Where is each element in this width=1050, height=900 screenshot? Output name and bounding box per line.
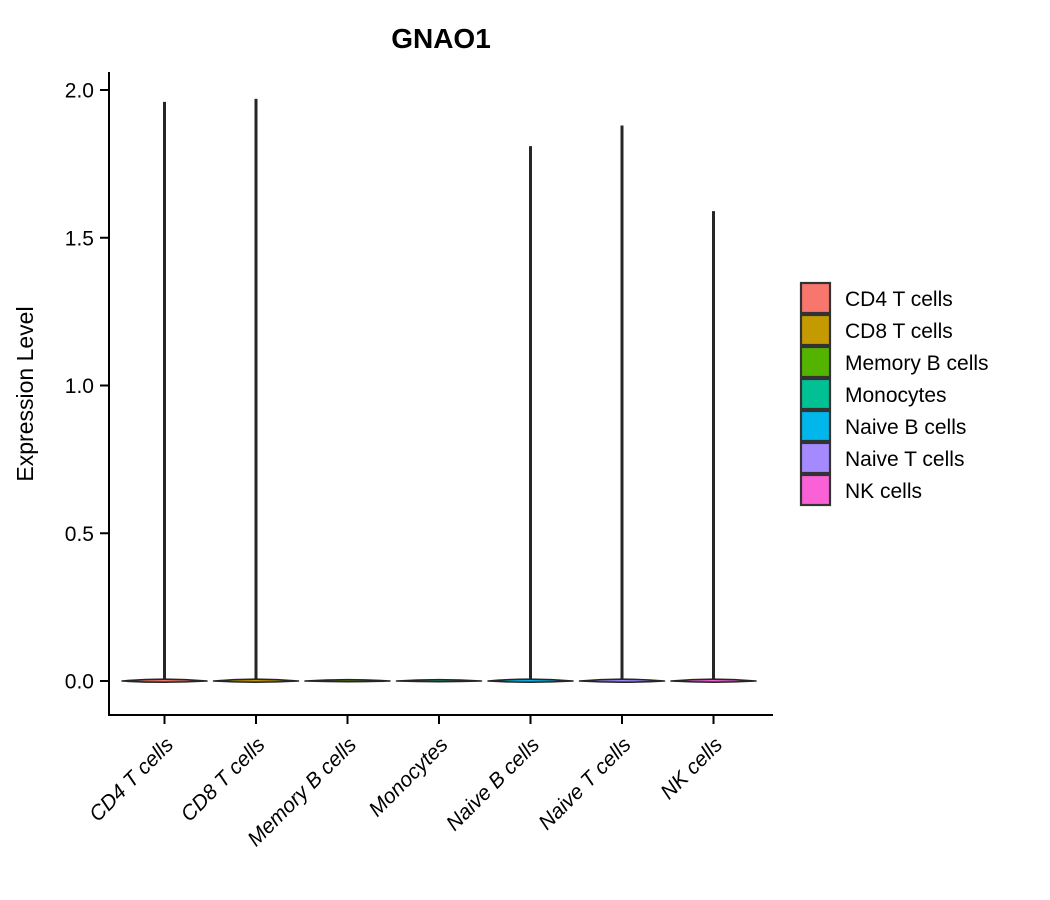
legend: CD4 T cells CD8 T cells Memory B cells Mono… <box>799 281 989 507</box>
violin-body <box>304 678 391 683</box>
plot-title: GNAO1 <box>391 23 491 54</box>
violin-body <box>395 678 483 683</box>
y-tick-label: 0.0 <box>65 671 94 694</box>
x-tick-label: NK cells <box>656 733 727 804</box>
legend-key: NK cells <box>799 473 922 507</box>
y-tick-label: 1.5 <box>65 227 94 250</box>
violin-body <box>670 678 757 683</box>
y-tick-label: 0.5 <box>65 523 94 546</box>
x-tick-label: CD4 T cells <box>85 733 178 826</box>
legend-swatch <box>799 377 832 411</box>
legend-swatch <box>799 473 832 507</box>
legend-label: Naive B cells <box>845 416 966 439</box>
violin-body <box>212 678 300 683</box>
legend-swatch <box>799 345 832 379</box>
violins-group <box>121 98 757 683</box>
legend-label: Memory B cells <box>845 352 989 375</box>
legend-key: Memory B cells <box>799 345 989 379</box>
violin-body <box>121 678 208 683</box>
y-tick-label: 1.0 <box>65 375 94 398</box>
legend-label: Naive T cells <box>845 448 964 471</box>
legend-label: NK cells <box>845 480 922 503</box>
legend-swatch <box>799 313 832 347</box>
x-tick-label: Monocytes <box>364 733 452 821</box>
legend-label: Monocytes <box>845 384 947 407</box>
legend-swatch <box>799 441 832 475</box>
legend-key: Monocytes <box>799 377 947 411</box>
legend-key: CD8 T cells <box>799 313 953 347</box>
legend-swatch <box>799 281 832 315</box>
y-tick-label: 2.0 <box>65 80 94 103</box>
legend-label: CD8 T cells <box>845 320 953 343</box>
x-tick-label: CD8 T cells <box>177 733 270 826</box>
legend-key: Naive B cells <box>799 409 966 443</box>
violin-body <box>578 678 666 683</box>
legend-swatch <box>799 409 832 443</box>
x-tick-label: Naive B cells <box>442 733 544 835</box>
y-axis: 0.0 0.5 1.0 1.5 2.0 <box>65 72 110 716</box>
violin-body <box>487 678 574 683</box>
legend-label: CD4 T cells <box>845 288 953 311</box>
y-axis-title: Expression Level <box>12 306 38 481</box>
legend-key: Naive T cells <box>799 441 964 475</box>
legend-key: CD4 T cells <box>799 281 953 315</box>
x-tick-label: Naive T cells <box>534 733 636 835</box>
